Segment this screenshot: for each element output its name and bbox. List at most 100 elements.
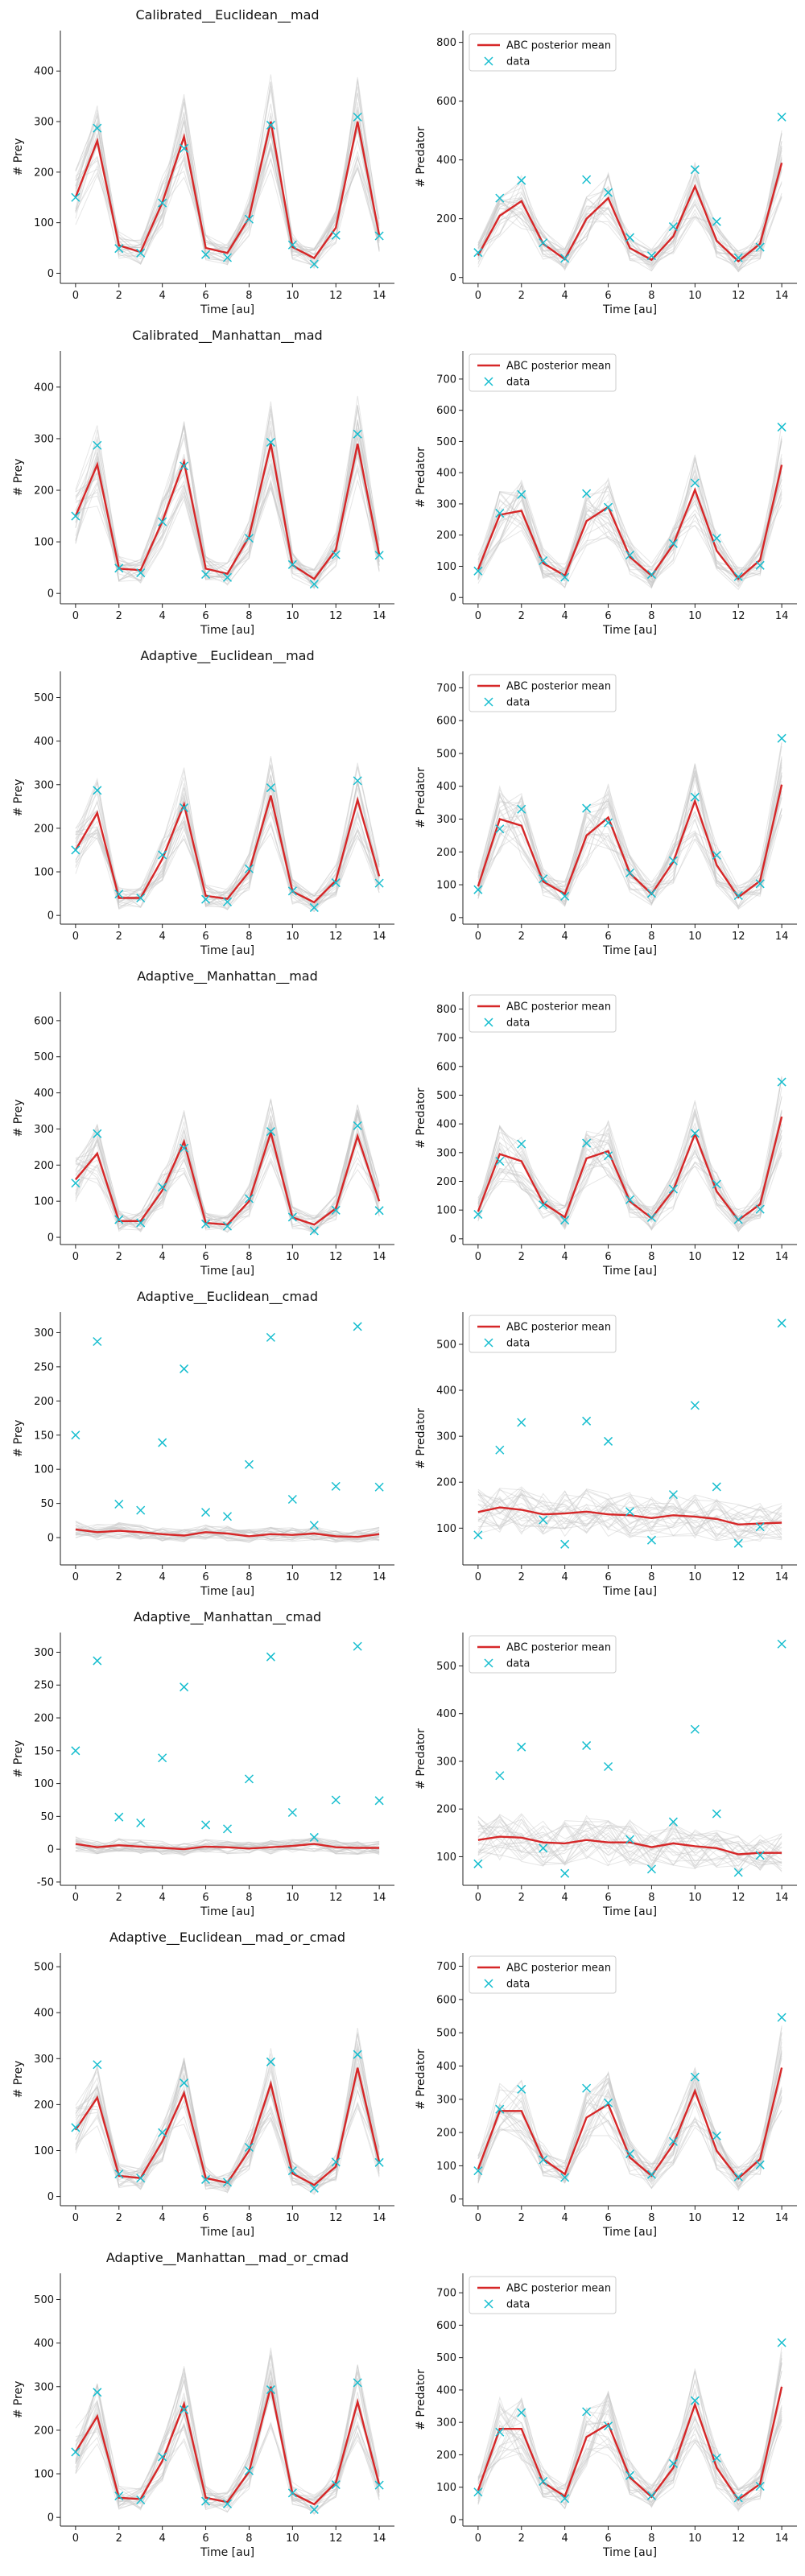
- chart-panel: 0 2 4 6 8 10 12 14 100 200 300 400 500 Time [au] # Pre…: [415, 1312, 797, 1598]
- posterior-sample-line: [75, 98, 380, 265]
- data-points: [71, 112, 384, 269]
- y-tick-label: 200: [436, 847, 456, 859]
- posterior-sample-line: [75, 1530, 380, 1541]
- x-tick-label: 6: [605, 2533, 611, 2545]
- x-tick-label: 12: [329, 2533, 343, 2545]
- posterior-sample-line: [75, 2379, 380, 2504]
- posterior-sample-line: [477, 1487, 782, 1535]
- posterior-sample-line: [477, 1816, 782, 1867]
- x-tick-label: 0: [475, 1892, 481, 1904]
- x-tick-label: 4: [159, 610, 166, 622]
- posterior-sample-line: [75, 1521, 380, 1543]
- posterior-sample-line: [75, 1112, 380, 1229]
- posterior-sample-line: [477, 1823, 782, 1867]
- data-point-marker: [244, 1459, 254, 1469]
- x-tick-label: 14: [373, 2533, 386, 2545]
- posterior-sample-line: [477, 183, 782, 271]
- x-tick-label: 12: [732, 931, 745, 943]
- y-axis-label: # Predator: [415, 447, 427, 508]
- posterior-sample-line: [75, 1116, 380, 1231]
- posterior-sample-line: [75, 81, 380, 264]
- posterior-sample-line: [477, 1110, 782, 1226]
- y-tick-label: 0: [47, 2191, 54, 2203]
- x-tick-label: 12: [329, 1571, 343, 1583]
- data-point-marker: [309, 580, 319, 589]
- y-tick-label: 200: [436, 1804, 456, 1816]
- x-tick-label: 14: [775, 1251, 789, 1263]
- posterior-sample-line: [477, 1819, 782, 1872]
- y-tick-label: 100: [34, 217, 54, 229]
- data-point-marker: [180, 1682, 189, 1692]
- posterior-sample-line: [75, 114, 380, 265]
- posterior-mean-line: [477, 2067, 783, 2180]
- posterior-sample-line: [477, 440, 782, 588]
- chart-panel: 0 2 4 6 8 10 12 14 100 200 300 400 500 Time [au] # Pre…: [415, 1633, 797, 1918]
- x-tick-label: 8: [648, 1251, 654, 1263]
- data-point-marker: [473, 885, 483, 894]
- chart-panel: Adaptive__Manhattan__mad_or_cmad 0 2 4 6 8 10 1…: [12, 2250, 394, 2559]
- x-tick-label: 8: [246, 290, 252, 302]
- data-point-marker: [646, 251, 656, 261]
- posterior-sample-line: [75, 409, 380, 587]
- posterior-sample-line: [477, 1488, 782, 1538]
- posterior-sample-line: [477, 1821, 782, 1868]
- posterior-sample-line: [477, 763, 782, 899]
- x-tick-label: 0: [72, 931, 79, 943]
- x-tick-label: 14: [373, 290, 386, 302]
- posterior-samples: [477, 741, 782, 910]
- data-point-marker: [287, 1807, 297, 1818]
- x-tick-label: 2: [518, 931, 525, 943]
- y-tick-label: 300: [34, 433, 54, 445]
- data-point-marker: [690, 1724, 700, 1734]
- posterior-sample-line: [75, 1840, 380, 1855]
- posterior-sample-line: [75, 780, 380, 909]
- data-points: [71, 1121, 384, 1236]
- posterior-sample-line: [75, 1836, 380, 1852]
- data-point-marker: [690, 1401, 700, 1410]
- posterior-sample-line: [477, 1137, 782, 1233]
- y-tick-label: 200: [34, 2425, 54, 2437]
- posterior-sample-line: [75, 1839, 380, 1855]
- data-point-marker: [222, 572, 233, 582]
- y-tick-label: 700: [436, 683, 456, 695]
- x-tick-label: 10: [688, 2212, 702, 2224]
- posterior-sample-line: [477, 468, 782, 580]
- chart-panel: Adaptive__Euclidean__mad 0 2 4 6 8 10 12 14 0 100 2…: [12, 648, 394, 957]
- y-tick-label: 300: [436, 814, 456, 826]
- data-point-marker: [582, 803, 592, 813]
- posterior-sample-line: [477, 2033, 782, 2190]
- x-axis-label: Time [au]: [200, 2226, 254, 2239]
- posterior-mean-line: [477, 2386, 783, 2501]
- posterior-sample-line: [75, 1839, 380, 1854]
- data-point-marker: [222, 1221, 233, 1231]
- chart-panel: Adaptive__Euclidean__mad_or_cmad 0 2 4 6 8 10 1…: [12, 1930, 394, 2239]
- y-tick-label: 400: [34, 66, 54, 78]
- y-tick-label: 200: [34, 485, 54, 497]
- legend-data-label: data: [506, 2299, 530, 2311]
- posterior-sample-line: [75, 404, 380, 588]
- posterior-sample-line: [477, 1814, 782, 1872]
- posterior-sample-line: [477, 1820, 782, 1865]
- data-point-marker: [287, 1494, 297, 1505]
- data-point-marker: [777, 2338, 786, 2347]
- data-point-marker: [353, 429, 362, 439]
- x-tick-label: 6: [605, 1571, 611, 1583]
- x-tick-label: 2: [518, 290, 525, 302]
- data-point-marker: [625, 233, 635, 242]
- posterior-sample-line: [75, 424, 380, 588]
- y-tick-label: 200: [34, 1713, 54, 1725]
- x-tick-label: 0: [72, 1892, 79, 1904]
- posterior-sample-line: [477, 188, 782, 270]
- x-tick-label: 8: [648, 610, 654, 622]
- posterior-sample-line: [75, 775, 380, 906]
- posterior-sample-line: [477, 1488, 782, 1543]
- legend-box: [469, 1955, 617, 1994]
- data-point-marker: [114, 1215, 124, 1224]
- y-tick-label: 200: [34, 1160, 54, 1172]
- data-point-marker: [755, 1851, 765, 1860]
- legend-data-swatch: [484, 1018, 493, 1027]
- data-point-marker: [668, 2136, 678, 2146]
- data-point-marker: [777, 733, 786, 743]
- y-tick-label: 100: [34, 1778, 54, 1790]
- data-point-marker: [582, 2083, 592, 2093]
